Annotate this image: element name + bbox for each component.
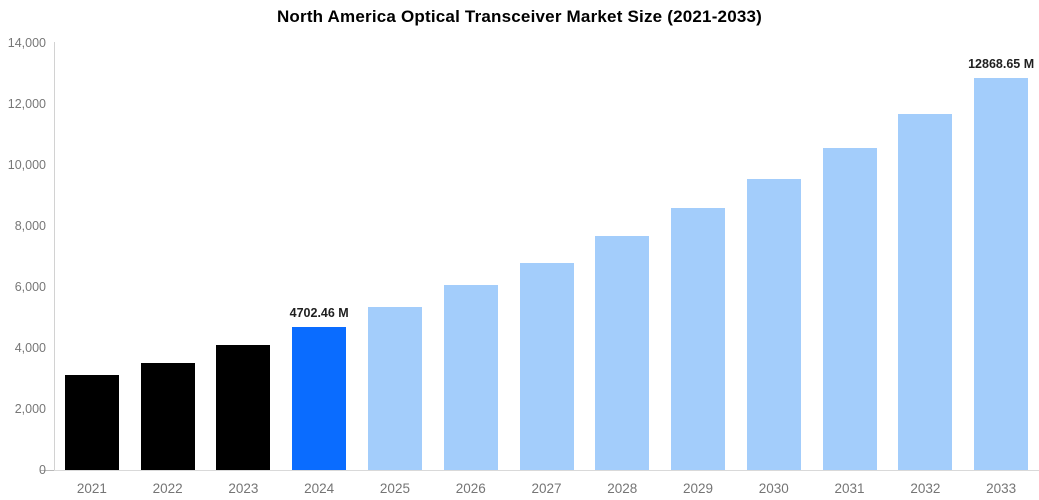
bar-2033[interactable] xyxy=(974,77,1029,470)
bar-2030[interactable] xyxy=(746,179,801,470)
bar-2031[interactable] xyxy=(822,147,877,470)
bar-2026[interactable] xyxy=(443,284,498,470)
bar-2023[interactable] xyxy=(216,345,271,470)
x-tick-label-2024: 2024 xyxy=(304,481,335,496)
y-tick-label: 8,000 xyxy=(14,219,46,233)
bar-2021[interactable] xyxy=(64,374,119,470)
x-tick-label-2029: 2029 xyxy=(683,481,714,496)
x-tick-label-2028: 2028 xyxy=(607,481,638,496)
bar-2027[interactable] xyxy=(519,262,574,470)
x-tick-label-2023: 2023 xyxy=(228,481,259,496)
bar-2024[interactable] xyxy=(292,326,347,470)
data-label-2024: 4702.46 M xyxy=(289,305,349,320)
x-tick-label-2022: 2022 xyxy=(152,481,183,496)
bar-2025[interactable] xyxy=(367,307,422,470)
y-tick-label: 6,000 xyxy=(14,280,46,294)
bar-2022[interactable] xyxy=(140,362,195,470)
y-tick-label: 0 xyxy=(39,463,46,477)
data-label-2033: 12868.65 M xyxy=(968,56,1035,71)
y-tick-label: 14,000 xyxy=(7,36,46,50)
x-tick-label-2021: 2021 xyxy=(76,481,107,496)
x-axis-line xyxy=(54,470,1039,471)
x-tick-label-2025: 2025 xyxy=(379,481,410,496)
bar-2029[interactable] xyxy=(671,208,726,470)
x-tick-label-2032: 2032 xyxy=(910,481,941,496)
y-tick-label: 10,000 xyxy=(7,158,46,172)
x-tick-label-2030: 2030 xyxy=(758,481,789,496)
bar-2032[interactable] xyxy=(898,114,953,470)
y-axis-line xyxy=(54,42,55,470)
y-tick-label: 2,000 xyxy=(14,402,46,416)
x-tick-label-2027: 2027 xyxy=(531,481,562,496)
chart-title: North America Optical Transceiver Market… xyxy=(276,7,763,26)
x-tick-label-2026: 2026 xyxy=(455,481,486,496)
x-tick-label-2033: 2033 xyxy=(986,481,1017,496)
x-tick-label-2031: 2031 xyxy=(834,481,865,496)
y-tick-label: 4,000 xyxy=(14,341,46,355)
zero-tick-mark xyxy=(40,470,54,471)
bar-2028[interactable] xyxy=(595,236,650,470)
y-tick-label: 12,000 xyxy=(7,97,46,111)
